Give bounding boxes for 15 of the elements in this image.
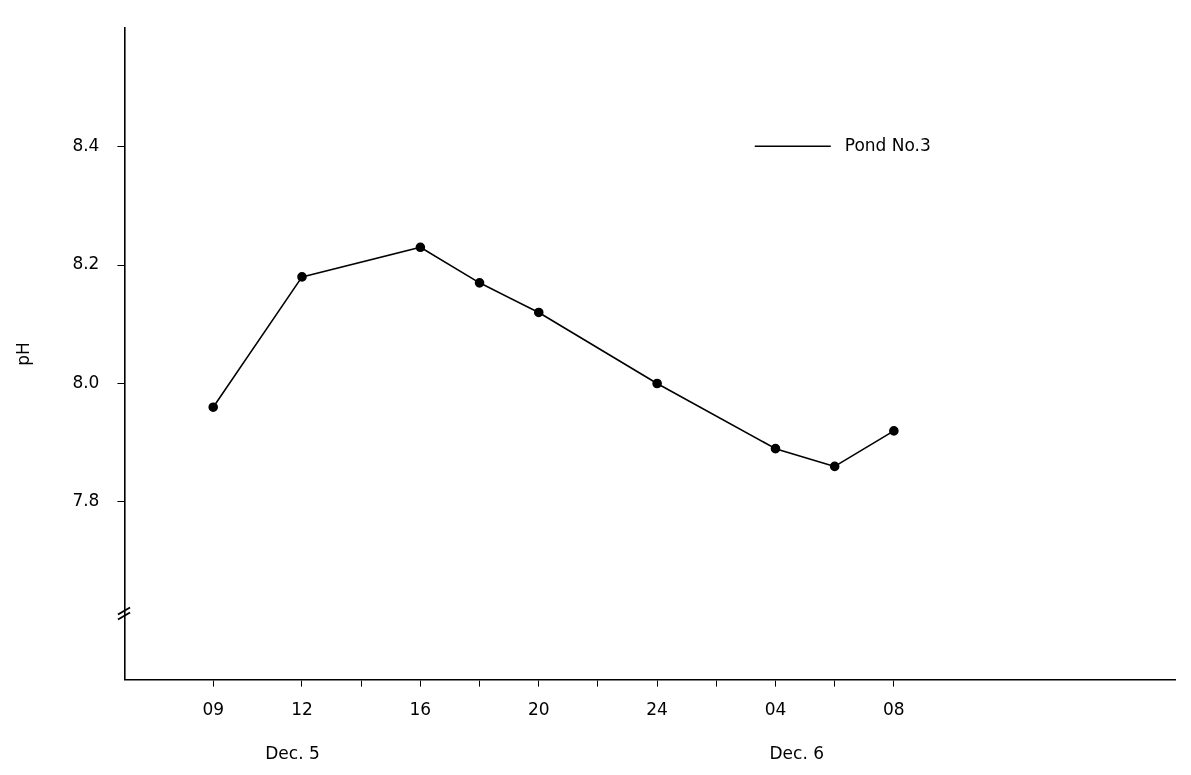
y-axis-title: pH bbox=[12, 342, 33, 366]
x-tick-label: 16 bbox=[409, 699, 432, 720]
text: Dec. 5 bbox=[265, 743, 320, 764]
y-tick-label: 8.4 bbox=[72, 135, 100, 156]
x-tick-label: 08 bbox=[883, 699, 905, 720]
x-tick-label: 12 bbox=[291, 699, 313, 720]
y-tick-label: 7.8 bbox=[72, 490, 100, 511]
y-tick-label: 8.2 bbox=[72, 253, 100, 274]
x-tick-label: 04 bbox=[764, 699, 787, 720]
x-tick-label: 24 bbox=[646, 699, 668, 720]
text: Dec. 6 bbox=[769, 743, 825, 764]
x-tick-label: 09 bbox=[202, 699, 225, 720]
x-tick-label: 20 bbox=[527, 699, 550, 720]
y-tick-label: 8.0 bbox=[72, 371, 100, 392]
legend-label: Pond No.3 bbox=[844, 134, 931, 155]
